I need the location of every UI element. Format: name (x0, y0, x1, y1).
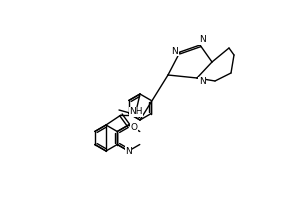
Text: N: N (125, 146, 132, 156)
Text: N: N (172, 46, 178, 55)
Text: N: N (199, 36, 206, 45)
Text: O: O (130, 122, 137, 132)
Text: NH: NH (129, 108, 143, 116)
Text: N: N (199, 77, 206, 86)
